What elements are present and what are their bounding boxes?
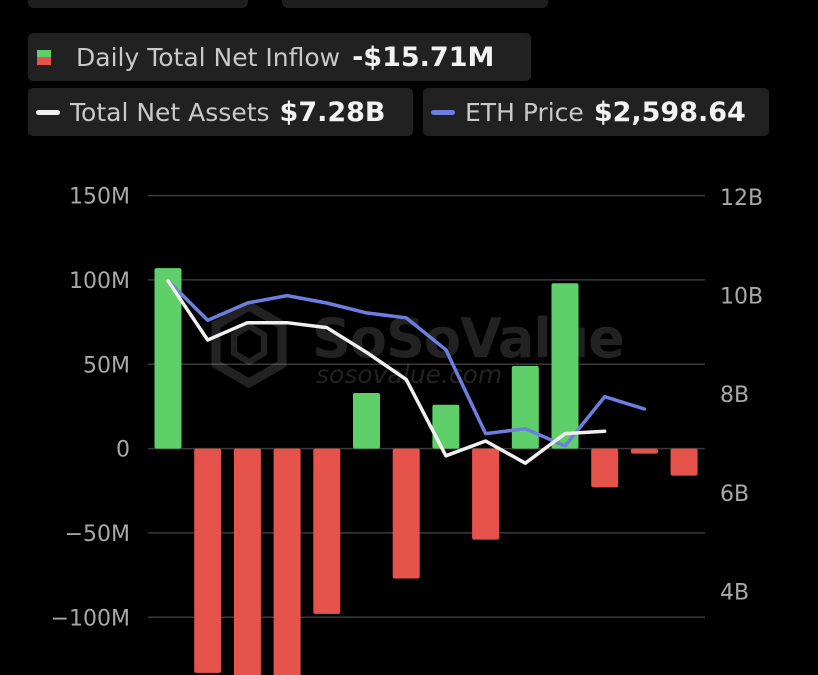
legend-total-net-assets[interactable]: Total Net Assets $7.28B — [28, 88, 413, 136]
assets-line-swatch-icon — [36, 109, 60, 115]
eth-price-line — [166, 279, 647, 448]
inflow-bar — [472, 448, 500, 540]
legend-assets-label: Total Net Assets — [70, 97, 270, 127]
legend-inflow-label: Daily Total Net Inflow — [76, 42, 341, 72]
legend-price-value: $2,598.64 — [593, 96, 746, 128]
inflow-bar — [591, 448, 619, 488]
inflow-bars — [154, 268, 698, 675]
inflow-bar — [670, 448, 698, 476]
inflow-bar — [630, 448, 658, 454]
left-axis-tick-label: −100M — [51, 606, 130, 631]
grid — [148, 194, 705, 619]
right-axis-tick-label: 4B — [720, 580, 749, 605]
top-tab-right[interactable] — [282, 0, 548, 8]
left-axis-tick-label: 0 — [116, 438, 130, 463]
axes: 150M 100M 50M 0 −50M −100M 12B 10B 8B 6B 4B — [51, 185, 764, 632]
inflow-swatch-icon — [37, 49, 51, 65]
right-axis-tick-label: 6B — [720, 482, 749, 507]
inflow-bar — [511, 365, 539, 449]
inflow-bar — [353, 392, 380, 449]
legend-price-label: ETH Price — [465, 97, 584, 127]
left-axis-tick-label: −50M — [65, 522, 130, 547]
inflow-bar — [154, 268, 182, 449]
lines — [166, 279, 647, 465]
price-line-swatch-icon — [431, 109, 455, 115]
inflow-bar — [233, 448, 261, 675]
left-axis-tick-label: 150M — [69, 185, 130, 210]
inflow-bar — [392, 448, 420, 579]
right-axis-tick-label: 8B — [720, 383, 749, 408]
total-net-assets-line — [166, 279, 607, 465]
legend-inflow-value: -$15.71M — [352, 41, 495, 73]
left-axis-tick-label: 50M — [83, 353, 130, 378]
top-tab-left[interactable] — [28, 0, 248, 8]
legend-assets-value: $7.28B — [279, 96, 386, 128]
inflow-bar — [313, 448, 341, 614]
right-axis-tick-label: 12B — [720, 186, 763, 211]
inflow-bar — [551, 283, 579, 449]
left-axis-tick-label: 100M — [69, 269, 130, 294]
right-axis-tick-label: 10B — [720, 285, 763, 310]
legend-eth-price[interactable]: ETH Price $2,598.64 — [423, 88, 769, 136]
sosovalue-logo-icon — [211, 300, 287, 389]
inflow-bar — [432, 404, 460, 449]
inflow-bar — [273, 448, 301, 675]
inflow-bar — [194, 448, 222, 673]
legend-daily-inflow[interactable]: Daily Total Net Inflow -$15.71M — [28, 33, 531, 81]
